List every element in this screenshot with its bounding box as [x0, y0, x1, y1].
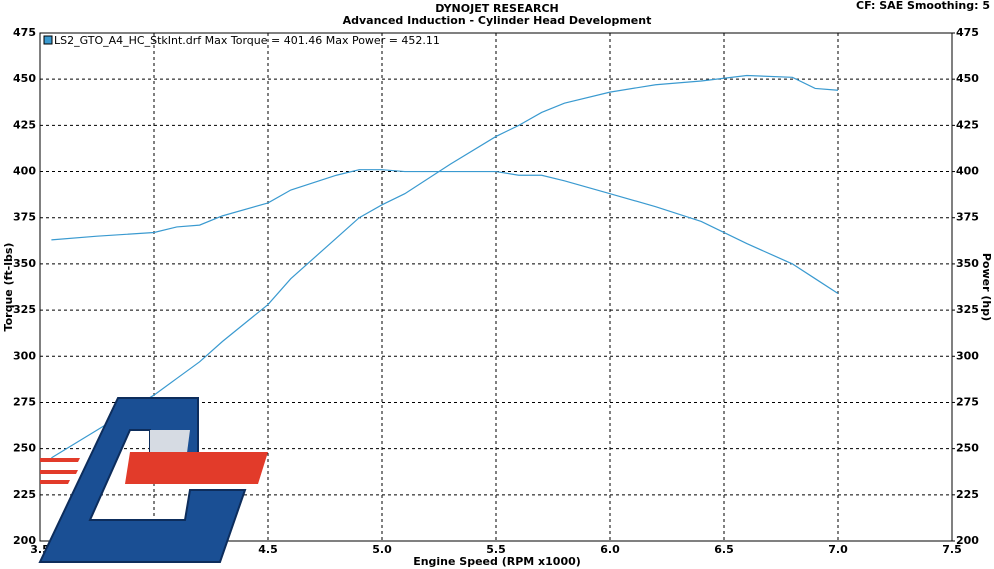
legend-text: LS2_GTO_A4_HC_StkInt.drf Max Torque = 40… — [54, 34, 440, 47]
x-axis-label: Engine Speed (RPM x1000) — [413, 555, 581, 568]
y-tick-label: 200 — [13, 534, 36, 547]
y2-axis-label: Power (hp) — [980, 253, 993, 321]
logo — [38, 397, 268, 563]
y-tick-label: 350 — [13, 257, 36, 270]
chart-subtitle: Advanced Induction - Cylinder Head Devel… — [343, 14, 652, 27]
x-tick-label: 6.0 — [600, 543, 620, 556]
legend-swatch — [43, 35, 53, 45]
x-tick-label: 5.0 — [372, 543, 392, 556]
y2-tick-label: 250 — [956, 442, 979, 455]
y-tick-label: 375 — [13, 211, 36, 224]
x-tick-label: 7.0 — [828, 543, 848, 556]
y2-tick-label: 275 — [956, 395, 979, 408]
settings: CF: SAE Smoothing: 5 — [856, 0, 990, 12]
y-axis-label: Torque (ft-lbs) — [2, 243, 15, 332]
x-tick-label: 5.5 — [486, 543, 506, 556]
y2-tick-label: 375 — [956, 211, 979, 224]
y-tick-label: 475 — [13, 26, 36, 39]
y-tick-label: 400 — [13, 165, 36, 178]
y2-tick-label: 325 — [956, 303, 979, 316]
y2-tick-label: 225 — [956, 488, 979, 501]
y-tick-label: 250 — [13, 442, 36, 455]
y2-tick-label: 450 — [956, 72, 979, 85]
y-tick-label: 425 — [13, 118, 36, 131]
y2-tick-label: 425 — [956, 118, 979, 131]
y-tick-label: 225 — [13, 488, 36, 501]
data-line — [51, 169, 839, 294]
y2-tick-label: 300 — [956, 349, 979, 362]
y2-tick-label: 350 — [956, 257, 979, 270]
y2-tick-label: 400 — [956, 165, 979, 178]
chart-title: DYNOJET RESEARCH — [435, 2, 558, 15]
x-tick-label: 6.5 — [714, 543, 734, 556]
y-tick-label: 275 — [13, 395, 36, 408]
y-tick-label: 300 — [13, 349, 36, 362]
x-tick-label: 7.5 — [942, 543, 962, 556]
x-tick-label: 4.5 — [258, 543, 278, 556]
y-tick-label: 450 — [13, 72, 36, 85]
y2-tick-label: 475 — [956, 26, 979, 39]
y2-tick-label: 200 — [956, 534, 979, 547]
y-tick-label: 325 — [13, 303, 36, 316]
data-line — [51, 74, 839, 459]
